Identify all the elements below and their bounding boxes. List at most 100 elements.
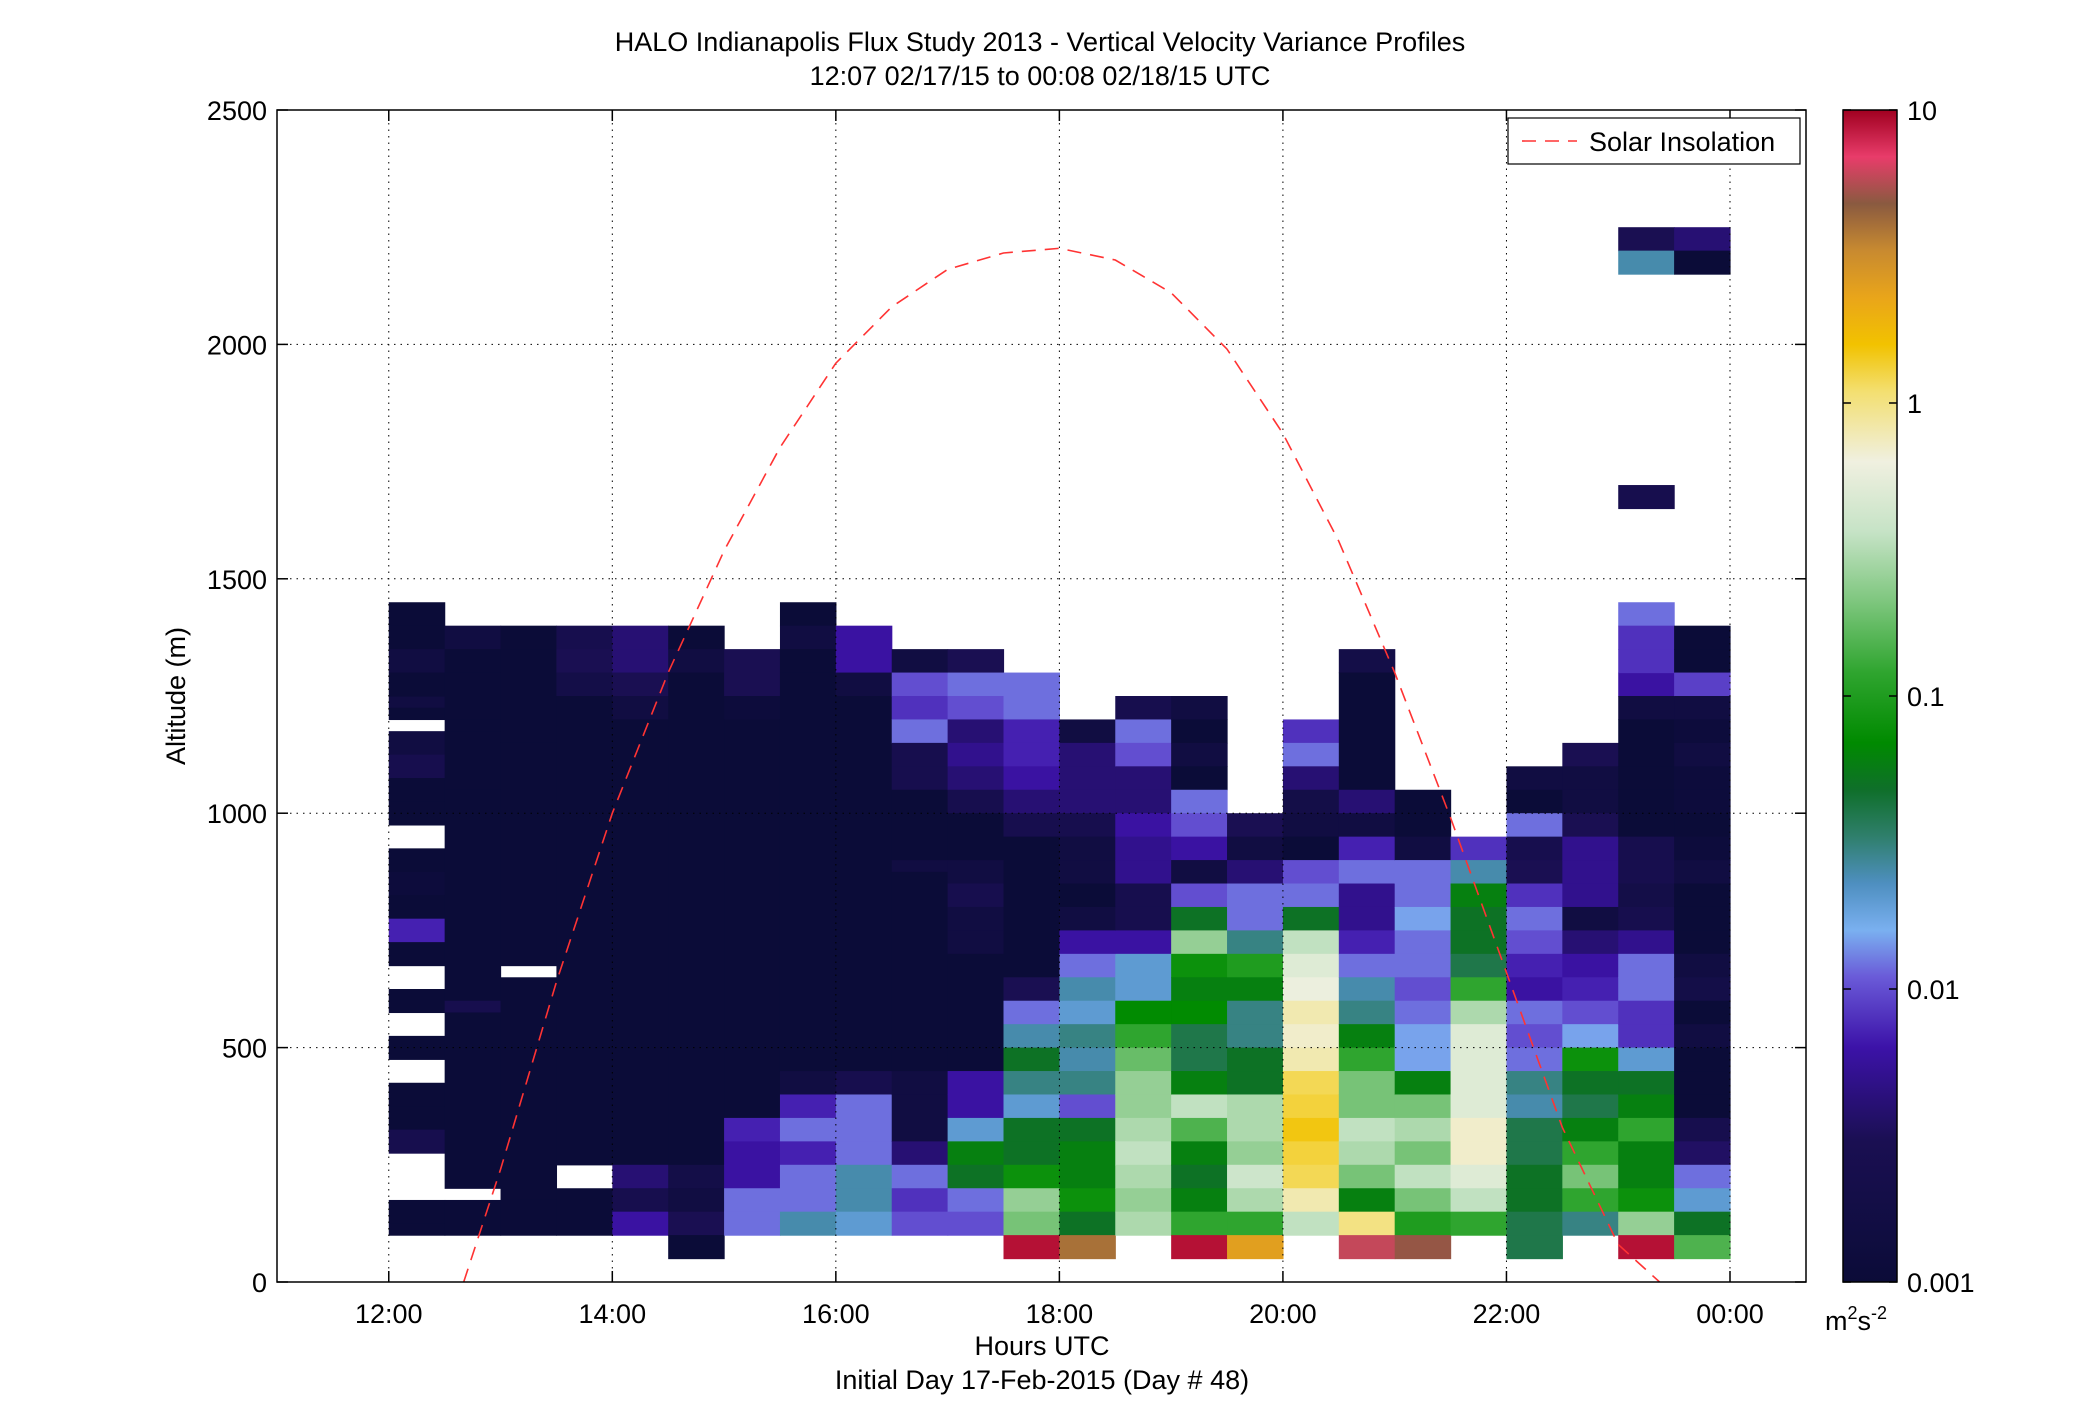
heatmap-cell [1674,930,1731,955]
heatmap-cell [724,719,781,1119]
heatmap-cell [1674,625,1731,650]
heatmap-cell [835,625,893,650]
heatmap-cell [612,1211,669,1236]
heatmap-cell [1003,813,1060,838]
heatmap-cell [1171,813,1228,838]
heatmap-cell [1115,883,1172,908]
heatmap-cell [1171,906,1228,931]
heatmap-cell [1227,906,1284,931]
heatmap-cell [779,672,837,1072]
heatmap-cell [388,895,446,920]
heatmap-cell [500,1199,558,1236]
heatmap-cell [1059,860,1116,885]
heatmap-cell [1227,1117,1284,1142]
heatmap-cell [1171,836,1228,861]
heatmap-cell [1618,813,1675,838]
heatmap-cell [1115,930,1172,955]
x-tick-label: 12:00 [355,1299,423,1329]
heatmap-cell [1562,930,1619,955]
heatmap-cell [947,789,1005,814]
heatmap-cell [1394,813,1452,838]
heatmap-cell [779,1094,837,1119]
heatmap-cell [1618,672,1675,697]
heatmap-cell [1338,930,1396,955]
heatmap-cell [1059,1094,1116,1119]
x-tick-label: 20:00 [1249,1299,1317,1329]
heatmap-cell [1394,1211,1452,1236]
heatmap-cell [1562,860,1619,885]
heatmap-cell [556,696,613,1166]
heatmap-cell [1003,719,1060,744]
heatmap-cell [1171,1047,1228,1072]
heatmap-cell [947,766,1005,791]
heatmap-cell [724,1211,781,1236]
heatmap-cell [1282,1094,1340,1119]
heatmap-cell [1506,766,1563,791]
heatmap-cell [1394,1141,1452,1166]
colorbar-unit: m2s-2 [1825,1303,1887,1336]
heatmap-cell [556,672,613,697]
heatmap-cell [1506,860,1563,885]
legend: Solar Insolation [1507,117,1801,165]
heatmap-cell [1506,1000,1563,1025]
y-tick-label: 1500 [207,565,267,595]
heatmap-cell [1171,1117,1228,1142]
heatmap-cell [388,754,446,779]
heatmap-cell [1506,883,1563,908]
heatmap-cell [1059,742,1116,767]
heatmap-cell [388,707,446,721]
heatmap-cell [1506,1235,1563,1260]
heatmap-cell [1171,1094,1228,1119]
heatmap-cell [779,602,837,627]
heatmap-cell [835,1188,893,1213]
heatmap-cell [1562,953,1619,978]
heatmap-cell [388,625,446,650]
heatmap-cell [1562,1024,1619,1049]
heatmap-cell [724,696,781,721]
heatmap-cell [1115,1211,1172,1236]
heatmap-cell [1338,1047,1396,1072]
heatmap-cell [1171,1235,1228,1260]
heatmap-cell [891,871,949,1072]
heatmap-cell [444,1000,502,1014]
heatmap-cell [1171,1211,1228,1236]
heatmap-cell [556,625,613,650]
heatmap-cell [779,1188,837,1213]
solar-insolation-line [462,247,1661,1282]
heatmap-cell [947,930,1005,955]
heatmap-cell [1618,1235,1675,1260]
heatmap-cell [388,649,446,674]
heatmap-cell [1282,813,1340,838]
heatmap-cell [1506,813,1563,838]
heatmap-cell [1003,1024,1060,1049]
heatmap-cell [668,649,725,674]
heatmap-cell [1003,1000,1060,1025]
x-tick-label: 14:00 [579,1299,647,1329]
heatmap-cell [1450,836,1508,861]
heatmap-cell [1338,953,1396,978]
colorbar-unit-sup2: -2 [1871,1303,1887,1323]
heatmap-cell [388,1035,446,1060]
y-tick-label: 2500 [207,96,267,126]
heatmap-cell [891,1188,949,1213]
heatmap-cell [835,649,893,674]
heatmap-cell [947,696,1005,721]
heatmap-cell [1003,1211,1060,1236]
heatmap-cell [1674,977,1731,1002]
heatmap-cell [1003,1094,1060,1119]
heatmap-cell [891,672,949,697]
heatmap-cell [1282,766,1340,791]
heatmap-cell [779,1141,837,1166]
heatmap-cell [947,1071,1005,1096]
heatmap-cell [1227,1000,1284,1025]
colorbar-tick-label: 0.01 [1907,975,1960,1005]
chart-subtitle: 12:07 02/17/15 to 00:08 02/18/15 UTC [810,61,1271,91]
heatmap-cell [500,742,558,967]
heatmap-cell [1506,906,1563,931]
heatmap-cell [444,696,502,721]
heatmap-cell [1115,1094,1172,1119]
heatmap-cell [388,731,446,756]
heatmap-cell [1338,1094,1396,1119]
heatmap-cell [444,719,502,732]
heatmap-cell [1674,1211,1731,1236]
